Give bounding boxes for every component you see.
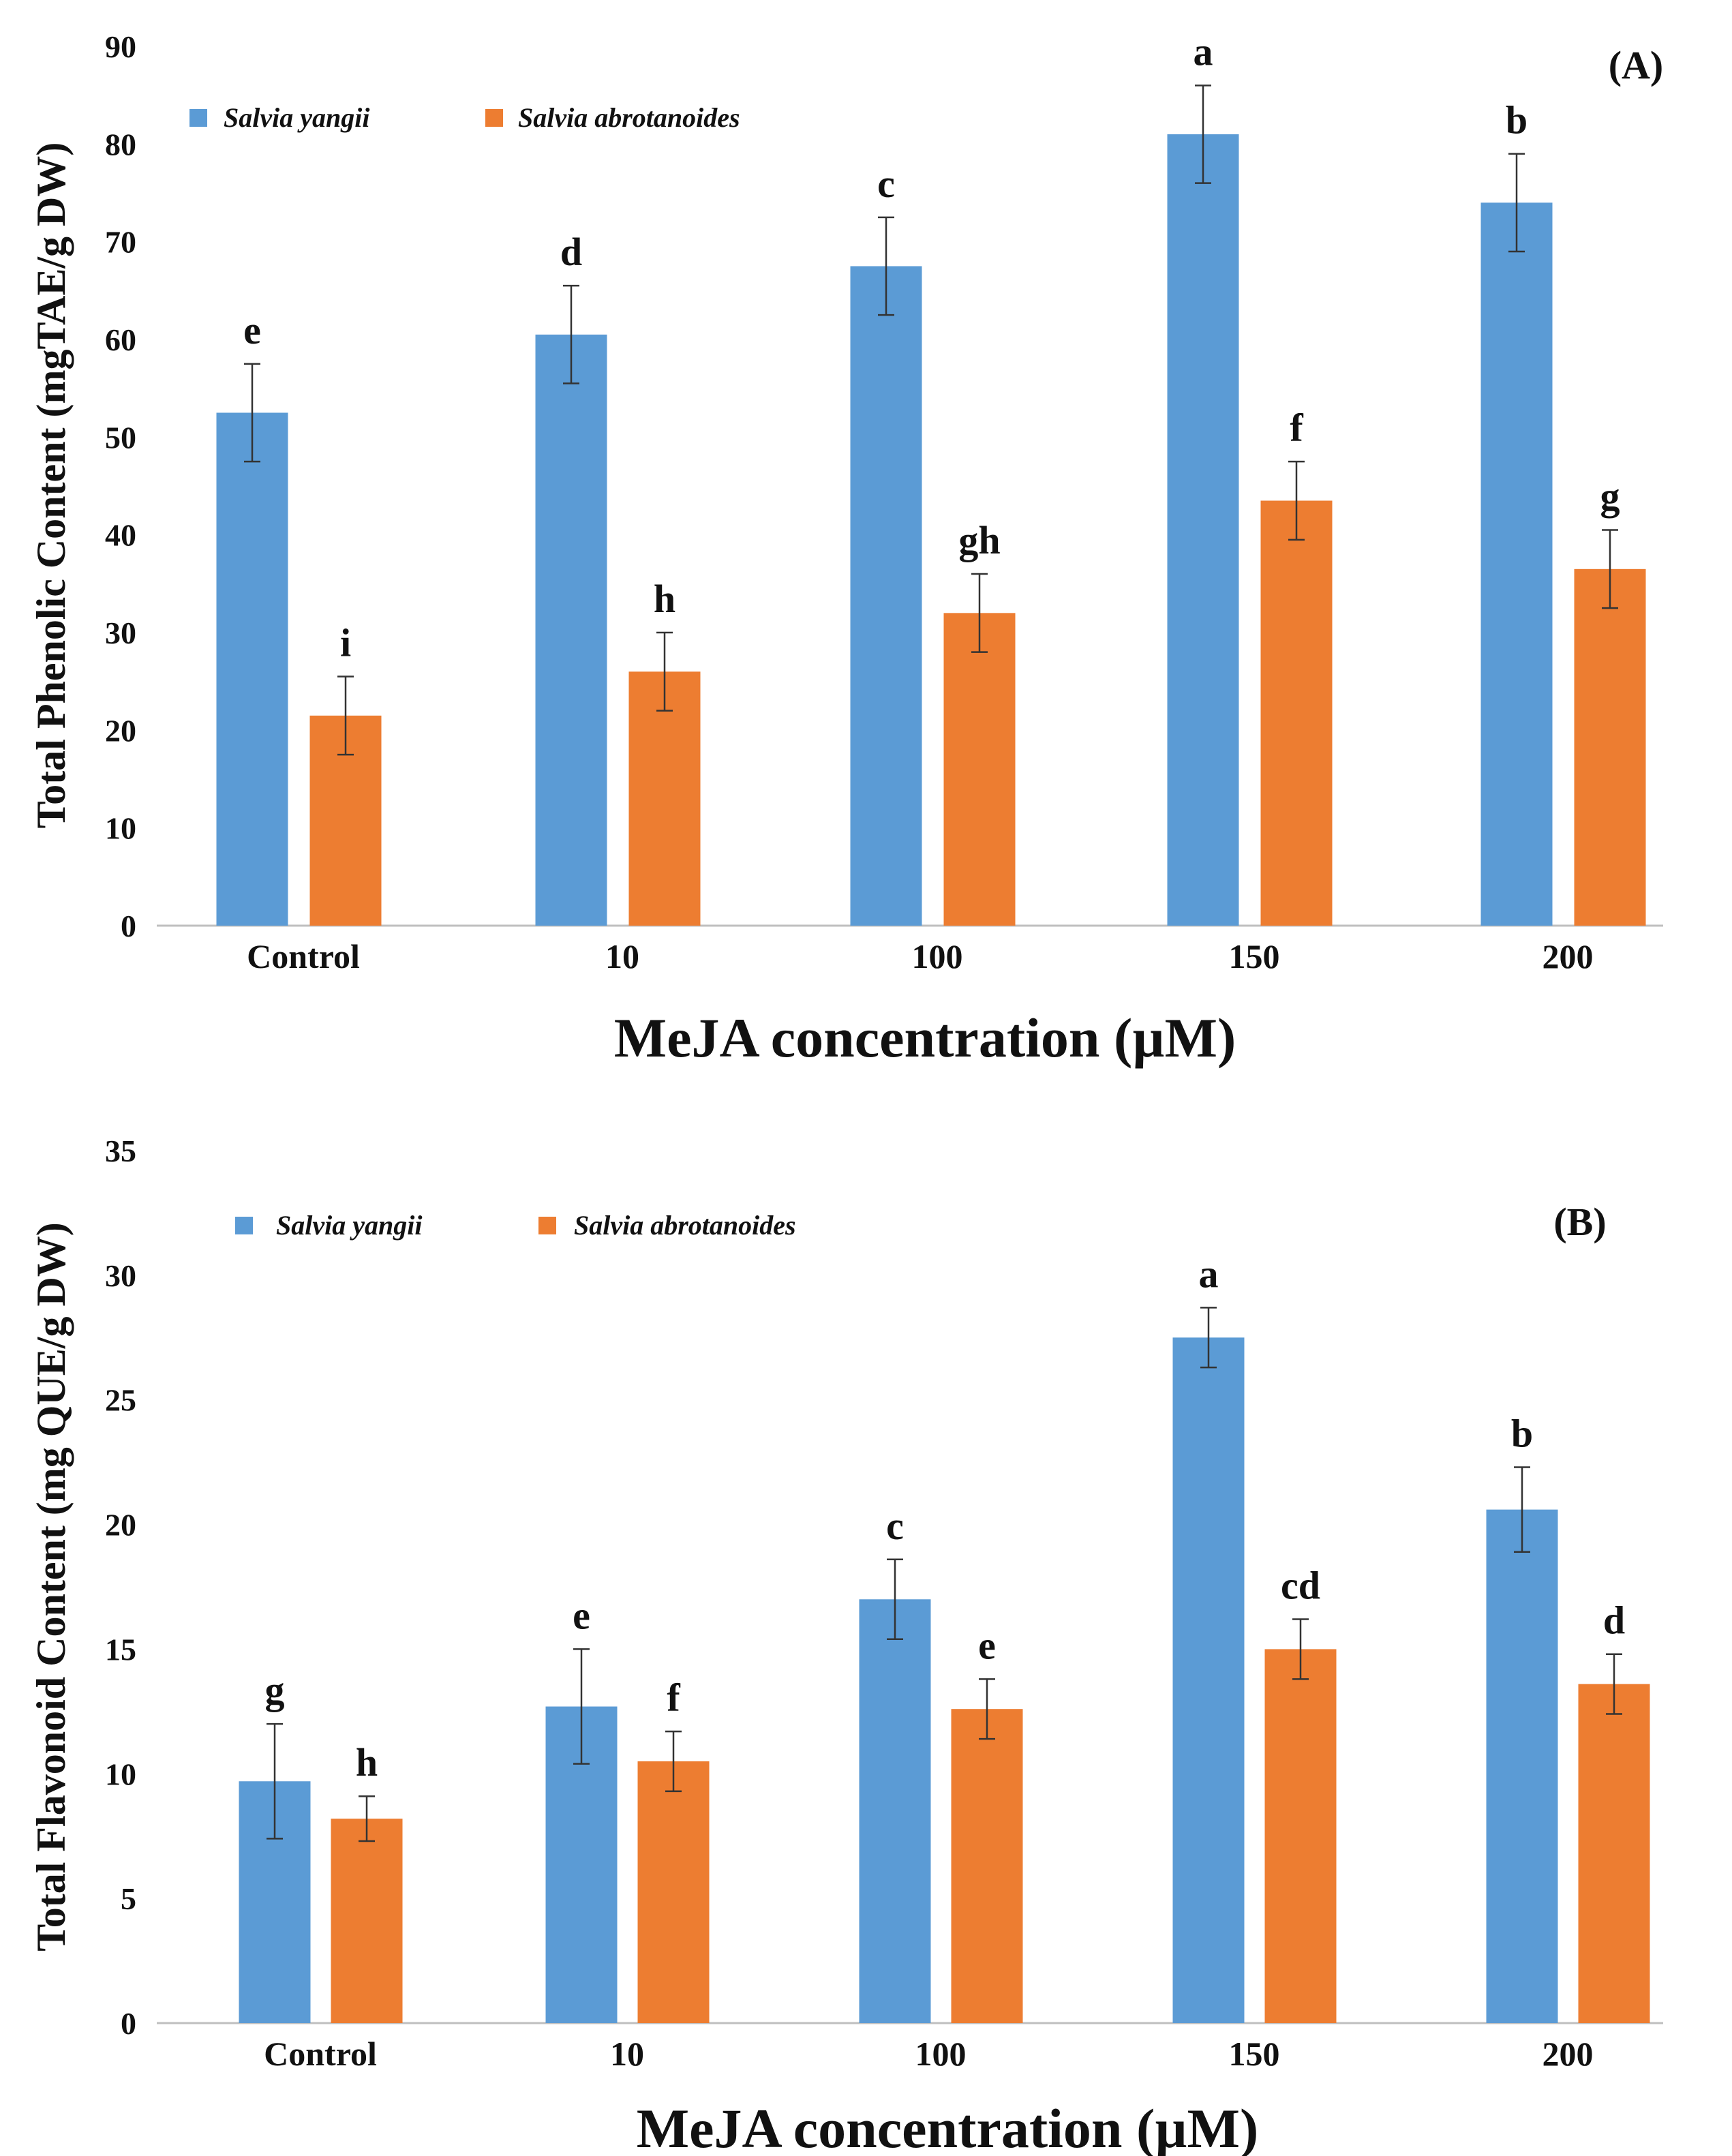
significance-letter: f bbox=[1290, 406, 1303, 450]
y-tick-label: 10 bbox=[105, 811, 136, 846]
x-tick-label: Control bbox=[264, 2035, 377, 2073]
significance-letter: c bbox=[877, 162, 895, 206]
y-axis-label-a: Total Phenolic Content (mgTAE/g DW) bbox=[29, 142, 74, 829]
significance-letter: b bbox=[1506, 98, 1528, 142]
chart-panel-a: Total Phenolic Content (mgTAE/g DW) (A) … bbox=[29, 29, 1663, 1069]
x-tick-label: 100 bbox=[915, 2035, 967, 2073]
legend-swatch-b-1 bbox=[538, 1217, 556, 1234]
y-tick-label: 20 bbox=[105, 713, 136, 748]
bar-series-1 bbox=[1480, 202, 1553, 926]
x-axis-label-a: MeJA concentration (µM) bbox=[614, 1007, 1236, 1069]
significance-letter: g bbox=[1600, 474, 1620, 519]
significance-letter: h bbox=[654, 577, 675, 621]
x-tick-label: Control bbox=[247, 937, 360, 975]
bar-series-1 bbox=[1172, 1337, 1245, 2023]
bar-series-2 bbox=[628, 671, 701, 926]
bar-series-2 bbox=[637, 1761, 710, 2023]
bar-series-1 bbox=[216, 412, 288, 926]
y-tick-label: 40 bbox=[105, 518, 136, 553]
significance-letter: e bbox=[978, 1623, 996, 1667]
legend-label-a-1: Salvia abrotanoides bbox=[518, 102, 740, 133]
significance-letter: d bbox=[560, 230, 582, 274]
legend-b: Salvia yangii Salvia abrotanoides bbox=[235, 1210, 796, 1241]
legend-label-a-0: Salvia yangii bbox=[224, 102, 369, 133]
panel-label-b: (B) bbox=[1553, 1200, 1606, 1244]
legend-swatch-a-0 bbox=[189, 109, 207, 127]
y-axis-label-b: Total Flavonoid Content (mg QUE/g DW) bbox=[29, 1222, 74, 1952]
significance-letter: e bbox=[573, 1593, 590, 1637]
x-tick-label: 100 bbox=[912, 937, 963, 975]
legend-swatch-a-1 bbox=[485, 109, 503, 127]
y-tick-label: 10 bbox=[105, 1757, 136, 1791]
bar-series-1 bbox=[850, 266, 922, 926]
x-tick-label: 10 bbox=[605, 937, 639, 975]
significance-letter: e bbox=[243, 308, 261, 352]
y-tick-label: 90 bbox=[105, 29, 136, 64]
bar-series-1 bbox=[859, 1599, 931, 2023]
bar-series-2 bbox=[1264, 1649, 1337, 2023]
bar-series-2 bbox=[331, 1819, 403, 2023]
x-tick-label: 200 bbox=[1543, 937, 1594, 975]
bar-series-2 bbox=[943, 613, 1016, 926]
y-tick-label: 20 bbox=[105, 1508, 136, 1543]
x-tick-label: 150 bbox=[1229, 2035, 1280, 2073]
legend-swatch-b-0 bbox=[235, 1217, 253, 1234]
y-tick-label: 0 bbox=[121, 2006, 136, 2041]
significance-letter: d bbox=[1603, 1598, 1625, 1643]
significance-letter: cd bbox=[1281, 1564, 1320, 1608]
significance-letter: a bbox=[1199, 1251, 1219, 1296]
y-tick-label: 35 bbox=[105, 1134, 136, 1168]
y-tick-label: 70 bbox=[105, 225, 136, 260]
bar-series-1 bbox=[1167, 134, 1239, 926]
legend-label-b-1: Salvia abrotanoides bbox=[574, 1210, 796, 1241]
y-tick-label: 0 bbox=[121, 909, 136, 943]
significance-letter: f bbox=[667, 1675, 680, 1720]
legend-label-b-0: Salvia yangii bbox=[276, 1210, 422, 1241]
y-tick-label: 25 bbox=[105, 1383, 136, 1418]
significance-letter: i bbox=[340, 621, 351, 665]
bar-series-2 bbox=[1260, 500, 1333, 926]
y-tick-label: 30 bbox=[105, 616, 136, 650]
y-tick-label: 30 bbox=[105, 1258, 136, 1293]
bar-series-1 bbox=[1486, 1509, 1558, 2023]
x-tick-label: 200 bbox=[1543, 2035, 1594, 2073]
y-tick-label: 5 bbox=[121, 1881, 136, 1916]
legend-a: Salvia yangii Salvia abrotanoides bbox=[189, 102, 740, 133]
significance-letter: gh bbox=[958, 518, 1000, 562]
bar-series-2 bbox=[1574, 568, 1646, 926]
significance-letter: g bbox=[265, 1668, 285, 1712]
bar-series-2 bbox=[951, 1709, 1023, 2023]
x-tick-label: 10 bbox=[610, 2035, 644, 2073]
y-tick-label: 15 bbox=[105, 1632, 136, 1667]
y-tick-label: 80 bbox=[105, 127, 136, 162]
bar-series-1 bbox=[535, 334, 607, 926]
y-tick-label: 60 bbox=[105, 322, 136, 357]
x-axis-label-b: MeJA concentration (µM) bbox=[637, 2097, 1259, 2156]
x-tick-label: 150 bbox=[1229, 937, 1280, 975]
plot-area-b: 0 5 10 15 20 25 30 35 Control 10 100 150 200 g e c a b h f e… bbox=[105, 1134, 1663, 2073]
significance-letter: c bbox=[886, 1504, 904, 1548]
bar-series-2 bbox=[1578, 1684, 1650, 2023]
panel-label-a: (A) bbox=[1609, 43, 1664, 87]
significance-letter: a bbox=[1194, 29, 1213, 74]
significance-letter: h bbox=[356, 1740, 378, 1785]
y-tick-label: 50 bbox=[105, 420, 136, 455]
plot-area-a: 0 10 20 30 40 50 60 70 80 90 Control 10 100 150 200 e d c… bbox=[105, 29, 1663, 975]
chart-panel-b: Total Flavonoid Content (mg QUE/g DW) (B… bbox=[29, 1134, 1663, 2156]
significance-letter: b bbox=[1511, 1411, 1533, 1455]
